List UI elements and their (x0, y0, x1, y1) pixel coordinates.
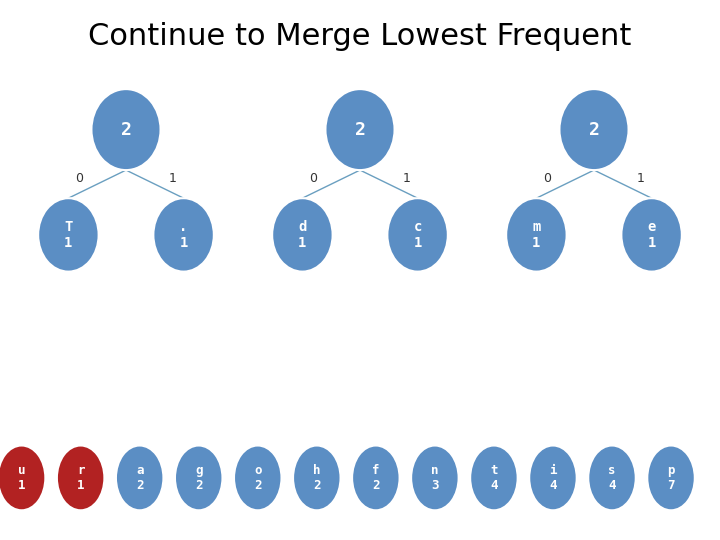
Text: s
4: s 4 (608, 464, 616, 492)
Ellipse shape (38, 198, 99, 272)
Text: 2: 2 (354, 120, 366, 139)
Text: p
7: p 7 (667, 464, 675, 492)
Ellipse shape (175, 446, 222, 510)
Text: 2: 2 (588, 120, 600, 139)
Text: 1: 1 (637, 172, 644, 185)
Text: h
2: h 2 (313, 464, 320, 492)
Ellipse shape (529, 446, 577, 510)
Text: t
4: t 4 (490, 464, 498, 492)
Text: .
1: . 1 (179, 220, 188, 250)
Ellipse shape (272, 198, 333, 272)
Text: a
2: a 2 (136, 464, 143, 492)
Ellipse shape (588, 446, 636, 510)
Text: r
1: r 1 (77, 464, 84, 492)
Text: i
4: i 4 (549, 464, 557, 492)
Ellipse shape (411, 446, 459, 510)
Text: T
1: T 1 (64, 220, 73, 250)
Text: d
1: d 1 (298, 220, 307, 250)
Text: Continue to Merge Lowest Frequent: Continue to Merge Lowest Frequent (89, 22, 631, 51)
Text: o
2: o 2 (254, 464, 261, 492)
Text: 0: 0 (309, 172, 318, 185)
Ellipse shape (234, 446, 282, 510)
Text: 1: 1 (403, 172, 410, 185)
Text: c
1: c 1 (413, 220, 422, 250)
Ellipse shape (0, 446, 45, 510)
Ellipse shape (116, 446, 163, 510)
Text: 0: 0 (75, 172, 84, 185)
Text: g
2: g 2 (195, 464, 202, 492)
Ellipse shape (325, 89, 395, 170)
Text: u
1: u 1 (18, 464, 25, 492)
Ellipse shape (559, 89, 629, 170)
Ellipse shape (91, 89, 161, 170)
Ellipse shape (387, 198, 448, 272)
Text: n
3: n 3 (431, 464, 438, 492)
Text: m
1: m 1 (532, 220, 541, 250)
Text: f
2: f 2 (372, 464, 379, 492)
Ellipse shape (506, 198, 567, 272)
Text: e
1: e 1 (647, 220, 656, 250)
Ellipse shape (293, 446, 341, 510)
Ellipse shape (153, 198, 214, 272)
Text: 2: 2 (120, 120, 132, 139)
Text: 0: 0 (543, 172, 552, 185)
Ellipse shape (647, 446, 695, 510)
Ellipse shape (352, 446, 400, 510)
Text: 1: 1 (169, 172, 176, 185)
Ellipse shape (621, 198, 682, 272)
Ellipse shape (470, 446, 518, 510)
Ellipse shape (57, 446, 104, 510)
